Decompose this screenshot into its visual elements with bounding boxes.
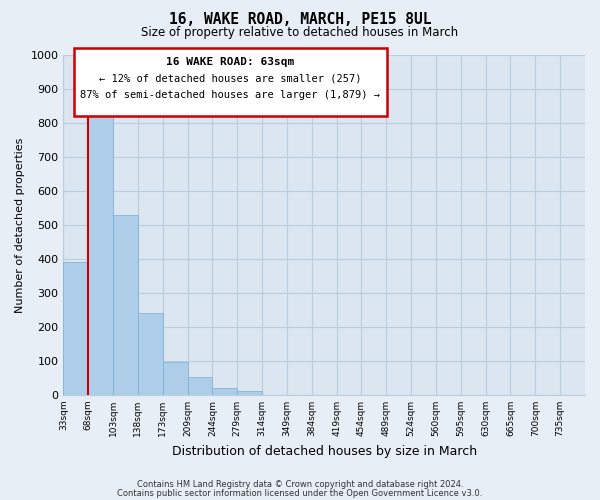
Bar: [113, 215, 138, 395]
Text: 16 WAKE ROAD: 63sqm: 16 WAKE ROAD: 63sqm: [166, 57, 295, 67]
Text: Contains HM Land Registry data © Crown copyright and database right 2024.: Contains HM Land Registry data © Crown c…: [137, 480, 463, 489]
Bar: [188, 378, 212, 395]
Bar: [88, 113, 113, 395]
Text: Size of property relative to detached houses in March: Size of property relative to detached ho…: [142, 26, 458, 39]
Text: 87% of semi-detached houses are larger (1,879) →: 87% of semi-detached houses are larger (…: [80, 90, 380, 100]
Bar: [163, 362, 188, 395]
Text: ← 12% of detached houses are smaller (257): ← 12% of detached houses are smaller (25…: [99, 74, 362, 84]
Bar: [64, 262, 88, 395]
Y-axis label: Number of detached properties: Number of detached properties: [15, 138, 25, 313]
X-axis label: Distribution of detached houses by size in March: Distribution of detached houses by size …: [172, 444, 477, 458]
Text: Contains public sector information licensed under the Open Government Licence v3: Contains public sector information licen…: [118, 488, 482, 498]
Text: 16, WAKE ROAD, MARCH, PE15 8UL: 16, WAKE ROAD, MARCH, PE15 8UL: [169, 12, 431, 28]
Bar: [138, 314, 163, 395]
Bar: [212, 388, 237, 395]
FancyBboxPatch shape: [74, 48, 387, 116]
Bar: [237, 390, 262, 395]
